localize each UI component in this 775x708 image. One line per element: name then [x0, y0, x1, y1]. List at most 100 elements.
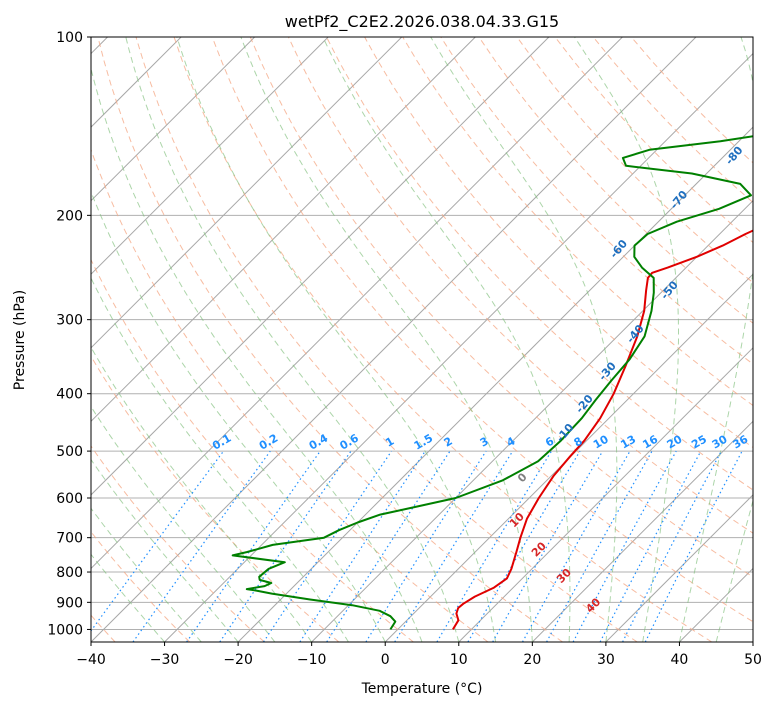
y-tick-label: 1000 — [47, 622, 83, 638]
dry-adiabat-label: -80 — [723, 144, 746, 168]
isotherm-line — [458, 347, 753, 642]
isotherm-line — [384, 273, 753, 642]
moist-adiabat — [125, 37, 460, 642]
mixing-ratio-label: 0.4 — [307, 431, 331, 452]
moist-adiabat — [91, 507, 202, 642]
moist-adiabat-label: 30 — [554, 566, 574, 586]
y-tick-label: 800 — [56, 565, 83, 581]
isotherm-line — [752, 641, 753, 642]
moist-adiabat-label: 40 — [583, 595, 603, 615]
y-tick-label: 600 — [56, 491, 83, 507]
x-tick-label: 0 — [381, 652, 390, 668]
moist-adiabat — [91, 458, 239, 642]
y-axis: 100 200 300 400 500 600 700 800 900 1000 — [47, 30, 91, 638]
dry-adiabat-label: -60 — [607, 237, 630, 261]
mixing-ratio-label: 1.5 — [412, 432, 435, 453]
isotherm-line — [91, 37, 256, 202]
mixing-ratio-label: 0.1 — [210, 432, 233, 453]
moist-adiabat — [430, 37, 618, 642]
mixing-ratio-line — [436, 450, 553, 642]
mixing-ratio-line — [644, 450, 743, 642]
y-tick-label: 100 — [56, 30, 83, 46]
mixing-ratio-label: 13 — [618, 433, 638, 452]
moist-adiabat-label: 20 — [529, 539, 549, 559]
plot-frame — [90, 36, 754, 643]
dry-adiabat-label: -70 — [668, 188, 691, 212]
background-lines — [91, 37, 753, 642]
isotherm-line — [164, 52, 753, 642]
chart-title: wetPf2_C2E2.2026.038.04.33.G15 — [285, 12, 559, 32]
mixing-ratio-line — [299, 450, 426, 642]
mixing-ratio-line — [262, 450, 392, 642]
x-tick-label: −40 — [76, 652, 106, 668]
mixing-ratio-line — [572, 450, 677, 642]
dry-adiabat — [91, 258, 414, 642]
series-layer — [231, 135, 753, 630]
mixing-ratio-label: 20 — [665, 432, 685, 451]
mixing-ratio-line — [394, 450, 514, 642]
mixing-ratio-line — [132, 450, 271, 642]
x-axis: −40 −30 −20 −10 0 10 20 30 40 50 — [76, 642, 762, 668]
x-tick-label: 40 — [671, 652, 689, 668]
y-axis-label: Pressure (hPa) — [12, 290, 28, 390]
dry-adiabat-label: -20 — [573, 392, 596, 416]
mixing-ratio-line — [186, 450, 321, 642]
dry-adiabat-label: -30 — [596, 359, 619, 383]
mixing-ratio-label: 0.2 — [257, 432, 280, 453]
dry-adiabat — [211, 37, 753, 623]
dry-adiabat — [592, 37, 753, 204]
dry-adiabat — [91, 531, 191, 642]
moist-adiabat — [176, 37, 497, 642]
moist-adiabat — [91, 553, 165, 642]
mixing-ratio-line — [326, 450, 451, 642]
dry-adiabat — [287, 37, 753, 534]
isotherm-line — [91, 37, 550, 496]
isotherm-line — [91, 37, 697, 642]
dry-adiabat — [516, 37, 753, 284]
isotherm-line — [91, 37, 403, 349]
dry-adiabat — [440, 37, 753, 365]
dry-adiabat — [249, 37, 753, 578]
x-tick-label: 10 — [450, 652, 468, 668]
mixing-ratio-line — [365, 450, 487, 642]
moist-adiabat — [752, 640, 753, 642]
moist-adiabat — [322, 37, 571, 642]
x-tick-label: −20 — [223, 652, 253, 668]
y-tick-label: 300 — [56, 313, 83, 329]
mixing-ratio-line — [91, 450, 224, 632]
moist-adiabat — [678, 37, 753, 642]
x-tick-label: 50 — [744, 652, 762, 668]
y-tick-label: 500 — [56, 444, 83, 460]
dry-adiabat — [135, 37, 638, 642]
mixing-ratio-label: 10 — [591, 432, 611, 451]
y-tick-label: 200 — [56, 208, 83, 224]
mixing-ratio-line — [599, 450, 702, 642]
x-tick-label: 30 — [597, 652, 615, 668]
mixing-ratio-line — [219, 450, 352, 642]
mixing-ratio-label: 1 — [383, 435, 396, 450]
mixing-ratio-label: 30 — [710, 432, 730, 451]
moist-adiabat — [240, 37, 533, 642]
isotherm-line — [91, 37, 476, 423]
mixing-ratio-label: 36 — [730, 432, 750, 451]
y-tick-label: 900 — [56, 595, 83, 611]
dry-adiabat — [91, 148, 489, 642]
dewpoint-profile-line — [231, 135, 753, 630]
line-labels: 0.10.20.40.611.52346810131620253036-100-… — [210, 144, 750, 616]
moist-adiabat — [91, 66, 423, 642]
temperature-profile-line — [452, 229, 753, 630]
isotherm-line — [531, 420, 753, 642]
grid-layer — [91, 36, 753, 630]
mixing-ratio-label: 16 — [640, 432, 660, 451]
moist-adiabat-label: 0 — [515, 470, 530, 485]
isotherm-line — [91, 37, 329, 275]
moist-adiabat — [715, 498, 753, 642]
x-tick-label: −10 — [297, 652, 327, 668]
isotherm-line — [679, 567, 753, 642]
x-tick-label: 20 — [523, 652, 541, 668]
x-axis-label: Temperature (°C) — [361, 681, 483, 697]
moist-adiabat — [91, 405, 276, 642]
isotherm-line — [605, 494, 753, 642]
isotherm-line — [91, 37, 623, 570]
